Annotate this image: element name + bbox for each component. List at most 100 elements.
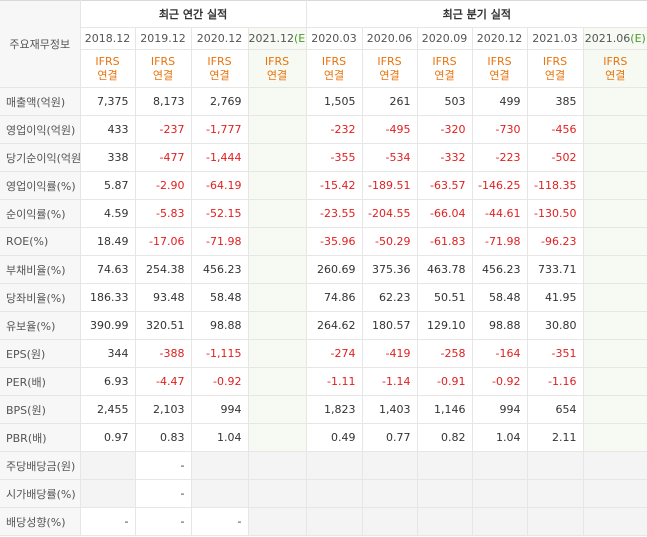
value-cell: 2,455: [79, 395, 136, 424]
value-cell: 1.04: [471, 423, 528, 452]
standard: IFRS: [95, 54, 120, 68]
empty-cell: [305, 479, 363, 508]
period-cell: 2019.12: [134, 27, 192, 50]
empty-cell: [247, 115, 307, 144]
value-cell: 1,505: [305, 87, 363, 116]
value-cell: -71.98: [190, 227, 249, 256]
quarterly-title: 최근 분기 실적: [305, 0, 647, 28]
basis: 연결: [266, 68, 288, 82]
empty-cell: [305, 507, 363, 536]
value-cell: -63.57: [416, 171, 473, 200]
standard: IFRS: [487, 54, 512, 68]
value-cell: 375.36: [361, 255, 418, 284]
empty-cell: [247, 507, 307, 536]
period-cell: 2020.09: [416, 27, 473, 50]
empty-cell: [190, 451, 249, 480]
row-label: PBR(배): [0, 423, 81, 452]
empty-cell: [582, 199, 647, 228]
value-cell: -274: [305, 339, 363, 368]
value-cell: -: [79, 507, 136, 536]
empty-cell: [416, 451, 473, 480]
data-row: 배당성향(%) - - -: [0, 507, 647, 536]
basis: 연결: [323, 68, 345, 82]
empty-cell: [582, 171, 647, 200]
value-cell: -130.50: [526, 199, 584, 228]
value-cell: -419: [361, 339, 418, 368]
standard-cell: IFRS 연결: [582, 49, 647, 88]
value-cell: 654: [526, 395, 584, 424]
value-cell: 456.23: [471, 255, 528, 284]
period: 2020.06: [366, 32, 413, 45]
period-cell: 2020.12: [471, 27, 528, 50]
data-row: 매출액(억원) 7,375 8,173 2,769 1,505 261 503 499 385: [0, 87, 647, 116]
value-cell: -204.55: [361, 199, 418, 228]
value-cell: 1,403: [361, 395, 418, 424]
value-cell: -0.91: [416, 367, 473, 396]
standard: IFRS: [432, 54, 457, 68]
value-cell: 58.48: [471, 283, 528, 312]
value-cell: 129.10: [416, 311, 473, 340]
period: 2018.12: [84, 32, 131, 45]
value-cell: -189.51: [361, 171, 418, 200]
empty-cell: [361, 507, 418, 536]
value-cell: 0.82: [416, 423, 473, 452]
value-cell: -730: [471, 115, 528, 144]
row-label: 당좌비율(%): [0, 283, 81, 312]
period-cell: 2021.12(E): [247, 27, 307, 50]
empty-cell: [247, 199, 307, 228]
data-row: 주당배당금(원) -: [0, 451, 647, 480]
standard-cell: IFRS 연결: [471, 49, 528, 88]
empty-cell: [247, 171, 307, 200]
empty-cell: [247, 311, 307, 340]
estimate-mark: (E): [294, 32, 306, 45]
row-label: 배당성향(%): [0, 507, 81, 536]
data-row: 시가배당률(%) -: [0, 479, 647, 508]
value-cell: -258: [416, 339, 473, 368]
basis: 연결: [97, 68, 118, 82]
value-cell: 41.95: [526, 283, 584, 312]
empty-cell: [247, 255, 307, 284]
value-cell: 30.80: [526, 311, 584, 340]
empty-cell: [471, 479, 528, 508]
value-cell: -237: [134, 115, 192, 144]
value-cell: 338: [79, 143, 136, 172]
standard: IFRS: [321, 54, 347, 68]
empty-cell: [247, 451, 307, 480]
value-cell: 2.11: [526, 423, 584, 452]
empty-cell: [582, 395, 647, 424]
value-cell: -456: [526, 115, 584, 144]
estimate-mark: (E): [630, 32, 646, 45]
empty-cell: [526, 507, 584, 536]
period: 2020.03: [311, 32, 357, 45]
value-cell: 50.51: [416, 283, 473, 312]
value-cell: -332: [416, 143, 473, 172]
basis: 연결: [379, 68, 400, 82]
row-label: 매출액(억원): [0, 87, 81, 116]
standard: IFRS: [207, 54, 232, 68]
value-cell: 320.51: [134, 311, 192, 340]
basis: 연결: [544, 68, 566, 82]
period: 2020.09: [421, 32, 468, 45]
standard-cell: IFRS 연결: [416, 49, 473, 88]
basis: 연결: [209, 68, 230, 82]
value-cell: 18.49: [79, 227, 136, 256]
empty-cell: [247, 283, 307, 312]
data-row: BPS(원) 2,455 2,103 994 1,823 1,403 1,146 994 654: [0, 395, 647, 424]
value-cell: 180.57: [361, 311, 418, 340]
data-row: 당좌비율(%) 186.33 93.48 58.48 74.86 62.23 50.51 58…: [0, 283, 647, 312]
value-cell: 98.88: [471, 311, 528, 340]
value-cell: -23.55: [305, 199, 363, 228]
value-cell: -: [134, 451, 192, 480]
value-cell: -44.61: [471, 199, 528, 228]
empty-cell: [79, 451, 136, 480]
empty-cell: [582, 479, 647, 508]
empty-cell: [247, 423, 307, 452]
standard-cell: IFRS 연결: [80, 49, 136, 88]
row-label: ROE(%): [0, 227, 81, 256]
empty-cell: [582, 283, 647, 312]
value-cell: 994: [471, 395, 528, 424]
empty-cell: [582, 451, 647, 480]
value-cell: 344: [79, 339, 136, 368]
